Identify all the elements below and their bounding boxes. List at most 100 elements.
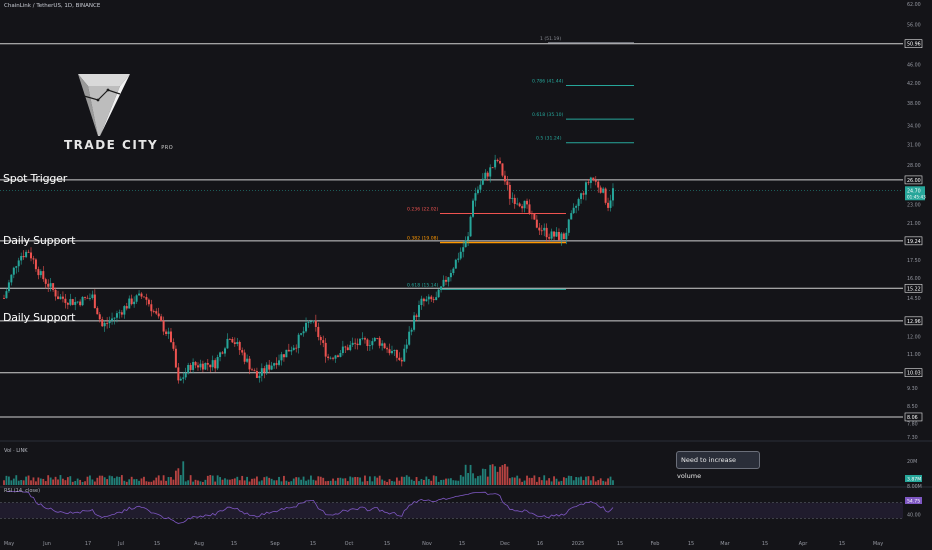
candle-body [165,331,168,335]
volume-bar [280,481,283,485]
price-axis-label: 10.03 [907,371,921,377]
candle-body [309,321,312,323]
candle-body [368,345,371,347]
candle-body [540,230,543,232]
volume-bar [319,476,322,485]
candle-body [302,331,305,334]
candle-body [93,294,96,309]
candle-body [442,279,445,287]
volume-bar [447,478,450,485]
candle-body [550,231,553,239]
current-price-label: 24.70 [907,188,921,194]
volume-bar [93,481,96,485]
candle-body [140,293,143,297]
volume-bar [292,478,295,485]
candle-body [135,295,138,302]
volume-pane-label: Vol · LINK [4,448,28,454]
candle-body [390,350,393,354]
volume-bar [496,471,499,485]
volume-bar [364,475,366,485]
volume-bar [260,480,263,485]
volume-bar [582,480,585,485]
volume-bar [147,481,150,485]
volume-bar [393,481,396,485]
candle-body [354,342,357,344]
volume-bar [334,480,337,485]
candle-body [204,362,207,370]
volume-bar [103,477,106,485]
volume-bar [572,480,575,485]
volume-bar [545,480,548,485]
candle-body [297,334,300,349]
volume-bar [101,475,104,485]
volume-bar [59,475,62,485]
candle-body [607,202,610,208]
candle-body [142,296,145,298]
volume-bar [604,481,607,485]
volume-bar [32,477,35,485]
candle-body [115,313,118,318]
candle-body [66,302,69,305]
volume-bar [548,478,551,485]
candle-body [334,355,337,359]
fib-label-6: 0.618 (15.14) [407,282,439,288]
volume-bar [373,476,376,485]
candle-body [506,181,509,185]
candle-body [491,167,494,169]
volume-bar [597,480,600,485]
candle-body [543,227,546,231]
time-axis-label: Apr [799,541,809,547]
volume-bar [594,481,597,485]
volume-bar [108,475,111,485]
candle-body [538,227,541,231]
candle-body [349,344,352,351]
candle-body [123,306,126,315]
volume-bar [91,479,94,485]
candle-body [501,163,504,176]
candle-body [98,314,101,320]
candle-body [599,187,602,193]
candle-body [417,305,420,317]
candle-body [449,273,452,278]
volume-bar [565,478,568,485]
horizontal-levels [0,43,903,418]
volume-bar [553,476,555,485]
candle-body [199,363,202,368]
candle-body [307,322,310,323]
candle-body [278,360,281,365]
volume-bar [307,479,310,485]
volume-last-tag [905,475,922,482]
candle-body [319,337,322,341]
volume-bar [386,481,388,485]
candle-body [508,184,511,199]
candle-body [383,343,386,349]
volume-bar [106,479,109,485]
candle-body [145,297,148,300]
candle-body [130,298,133,305]
candle-body [59,296,62,300]
volume-bar [297,477,300,485]
candle-body [476,189,479,194]
volume-bar [10,480,13,485]
price-axis-label: 21.00 [907,221,921,227]
time-axis-label: Jul [117,541,124,547]
volume-bar [533,475,536,485]
candle-body [521,206,524,209]
volume-bar [138,480,140,485]
candle-body [400,359,403,362]
fib-label-0: 1 (51.19) [540,36,561,42]
volume-bar [425,476,428,485]
time-axis-label: 15 [310,541,316,547]
candle-body [91,294,94,298]
time-axis-label: 15 [762,541,768,547]
volume-bar [256,476,258,485]
candle-body [39,271,42,276]
price-axis-label: 42.00 [907,81,921,87]
volume-bar [199,481,202,485]
price-axis-label: 56.00 [907,23,921,29]
volume-bar [62,478,64,485]
candle-body [420,298,423,306]
volume-bar [253,478,256,485]
volume-bar [273,480,276,485]
